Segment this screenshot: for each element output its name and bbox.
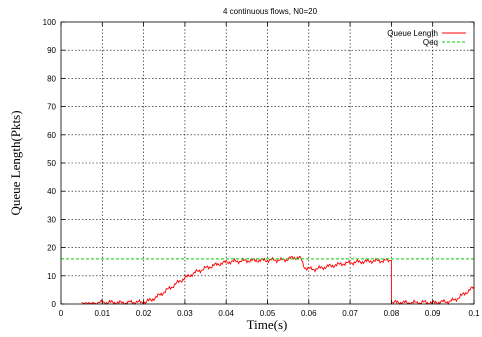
series-line-queue-length xyxy=(81,255,475,306)
x-tick-label: 0.06 xyxy=(301,309,317,318)
x-axis-label: Time(s) xyxy=(247,317,288,332)
x-tick-label: 0 xyxy=(59,309,64,318)
y-tick-label: 90 xyxy=(47,46,56,55)
y-tick-label: 50 xyxy=(47,159,56,168)
y-axis-label: Queue Length(Pkts) xyxy=(8,110,23,215)
grid xyxy=(61,22,474,304)
x-tick-label: 0.1 xyxy=(468,309,480,318)
y-tick-label: 10 xyxy=(47,272,56,281)
legend-label: Qeq xyxy=(423,38,438,47)
y-tick-label: 80 xyxy=(47,74,56,83)
x-tick-label: 0.03 xyxy=(177,309,193,318)
tick-layer: 0 0.01 0.02 0.03 0.04 0.05 0.06 0.07 0.08 0.09 0.1… xyxy=(43,18,480,318)
legend-label: Queue Length xyxy=(387,29,438,38)
y-tick-label: 70 xyxy=(47,103,56,112)
x-tick-label: 0.01 xyxy=(95,309,111,318)
x-tick-label: 0.04 xyxy=(218,309,234,318)
x-tick-label: 0.02 xyxy=(136,309,152,318)
series-layer xyxy=(61,255,475,306)
x-tick-label: 0.08 xyxy=(384,309,400,318)
y-tick-label: 100 xyxy=(43,18,57,27)
y-tick-label: 60 xyxy=(47,131,56,140)
chart-title: 4 continuous flows, N0=20 xyxy=(223,7,318,16)
y-tick-label: 20 xyxy=(47,244,56,253)
y-tick-label: 30 xyxy=(47,215,56,224)
y-tick-label: 40 xyxy=(47,187,56,196)
x-tick-label: 0.07 xyxy=(342,309,358,318)
y-tick-label: 0 xyxy=(52,300,57,309)
x-tick-label: 0.05 xyxy=(260,309,276,318)
x-tick-label: 0.09 xyxy=(425,309,441,318)
